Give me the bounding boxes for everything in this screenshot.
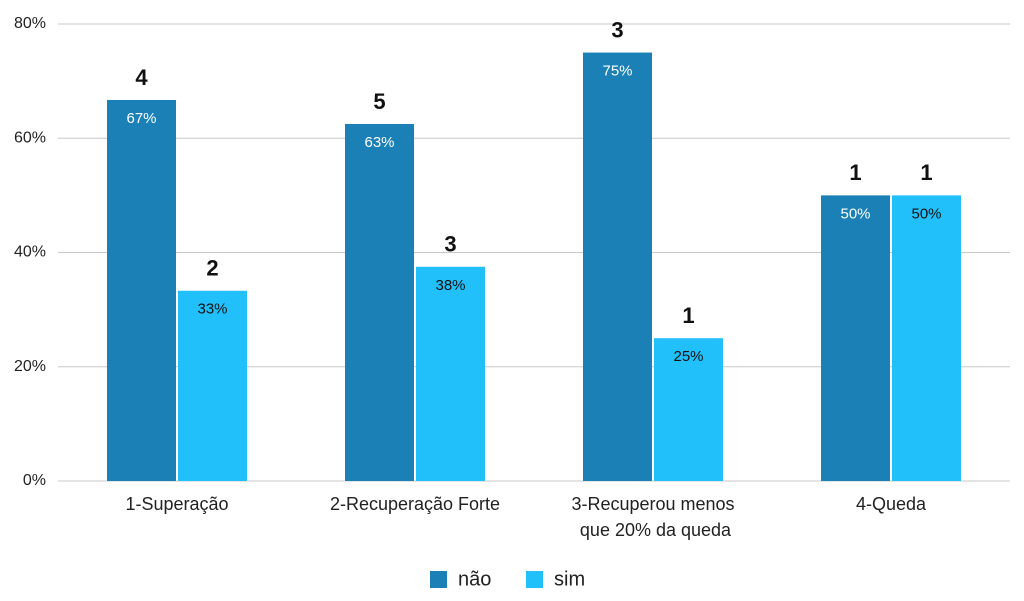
- value-label: 50%: [911, 205, 941, 222]
- x-tick-label: 2-Recuperação Forte: [330, 494, 500, 514]
- legend-swatch: [526, 571, 543, 588]
- value-label: 67%: [126, 110, 156, 127]
- value-label: 50%: [840, 205, 870, 222]
- bar: [583, 52, 652, 481]
- count-label: 4: [135, 65, 148, 90]
- legend-label: não: [458, 568, 491, 590]
- x-tick-label: 4-Queda: [856, 494, 927, 514]
- bar: [178, 290, 247, 481]
- bar: [821, 195, 890, 481]
- value-label: 75%: [602, 63, 632, 80]
- y-tick-label: 20%: [14, 358, 46, 375]
- count-label: 1: [682, 303, 694, 328]
- value-label: 38%: [435, 277, 465, 294]
- y-tick-label: 0%: [23, 472, 46, 489]
- count-label: 2: [206, 256, 218, 281]
- y-tick-label: 40%: [14, 244, 46, 261]
- value-label: 33%: [197, 301, 227, 318]
- bar: [654, 338, 723, 481]
- y-tick-label: 60%: [14, 129, 46, 146]
- legend-swatch: [430, 571, 447, 588]
- count-label: 1: [920, 160, 932, 185]
- legend-label: sim: [554, 568, 585, 590]
- count-label: 3: [611, 17, 623, 42]
- bar: [107, 99, 176, 481]
- count-label: 5: [373, 89, 385, 114]
- count-label: 3: [444, 232, 456, 257]
- y-tick-label: 80%: [14, 15, 46, 32]
- value-label: 25%: [673, 348, 703, 365]
- value-label: 63%: [364, 134, 394, 151]
- bar: [892, 195, 961, 481]
- count-label: 1: [849, 160, 861, 185]
- bar: [345, 123, 414, 481]
- x-tick-label: 3-Recuperou menos que 20% da queda: [571, 494, 734, 540]
- x-tick-label: 1-Superação: [125, 494, 228, 514]
- bar: [416, 266, 485, 481]
